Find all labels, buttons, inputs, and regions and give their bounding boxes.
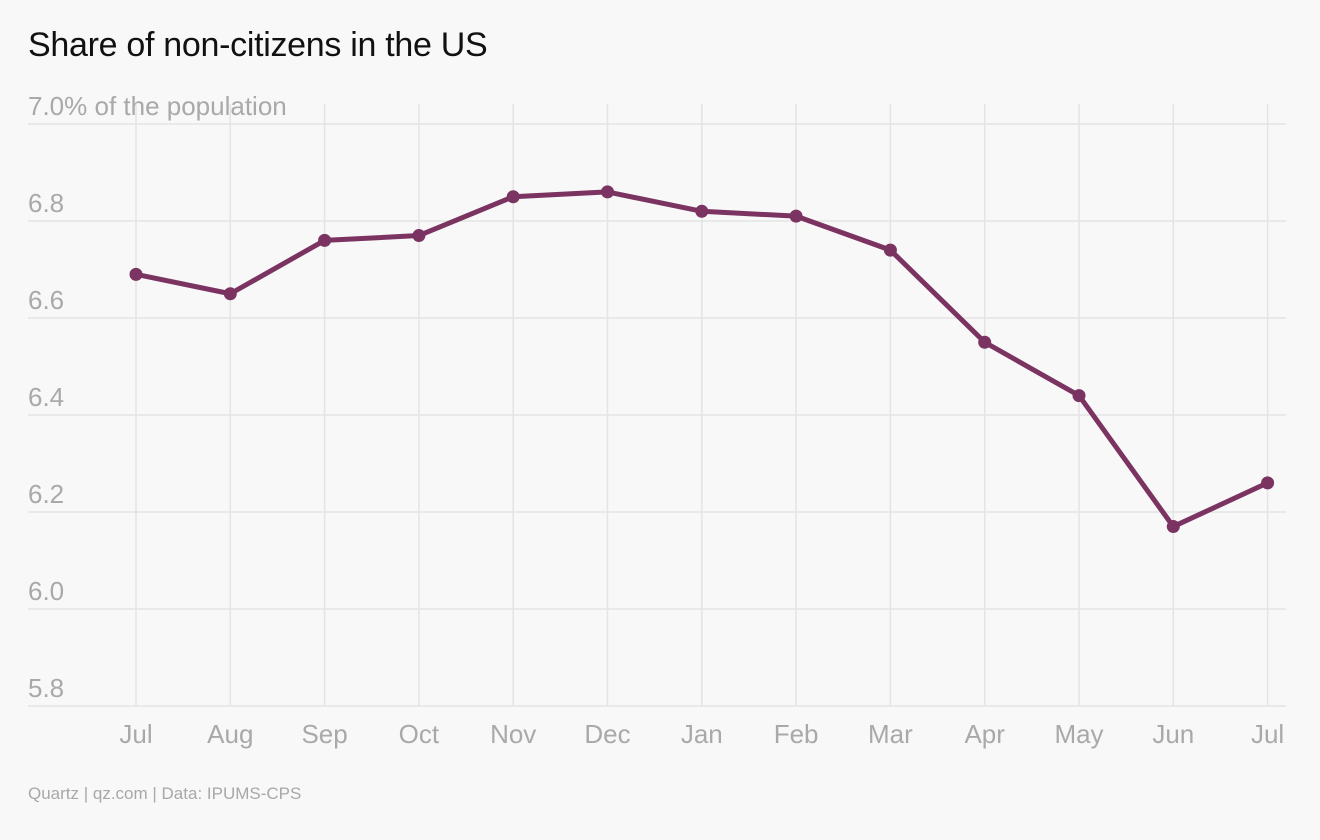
y-tick-label: 6.6 — [28, 285, 64, 315]
data-point — [978, 335, 992, 349]
x-tick-label: Apr — [964, 719, 1005, 749]
chart-title: Share of non-citizens in the US — [28, 26, 488, 64]
data-point — [223, 287, 237, 301]
y-tick-label: 6.8 — [28, 188, 64, 218]
data-point — [883, 243, 897, 257]
data-point — [695, 204, 709, 218]
data-point — [318, 233, 332, 247]
y-tick-label: 6.0 — [28, 576, 64, 606]
x-tick-label: Jun — [1152, 719, 1194, 749]
data-point — [1072, 389, 1086, 403]
x-tick-label: Sep — [301, 719, 347, 749]
x-tick-label: Dec — [584, 719, 630, 749]
data-point — [129, 267, 143, 281]
y-tick-label: 6.2 — [28, 479, 64, 509]
data-point — [412, 229, 426, 243]
source-note: Quartz | qz.com | Data: IPUMS-CPS — [28, 784, 302, 803]
y-tick-label: 5.8 — [28, 673, 64, 703]
x-tick-label: Jul — [1251, 719, 1284, 749]
x-tick-label: Jul — [119, 719, 152, 749]
x-tick-label: Oct — [399, 719, 440, 749]
data-point — [506, 190, 520, 204]
x-tick-label: May — [1054, 719, 1103, 749]
x-tick-label: Aug — [207, 719, 253, 749]
data-point — [789, 209, 803, 223]
y-tick-label: 7.0% of the population — [28, 91, 287, 121]
data-point — [1166, 520, 1180, 534]
x-tick-label: Feb — [774, 719, 819, 749]
x-tick-label: Nov — [490, 719, 536, 749]
data-point — [601, 185, 614, 199]
x-tick-label: Mar — [868, 719, 913, 749]
data-point — [1261, 476, 1275, 490]
x-tick-label: Jan — [681, 719, 723, 749]
y-tick-label: 6.4 — [28, 382, 64, 412]
